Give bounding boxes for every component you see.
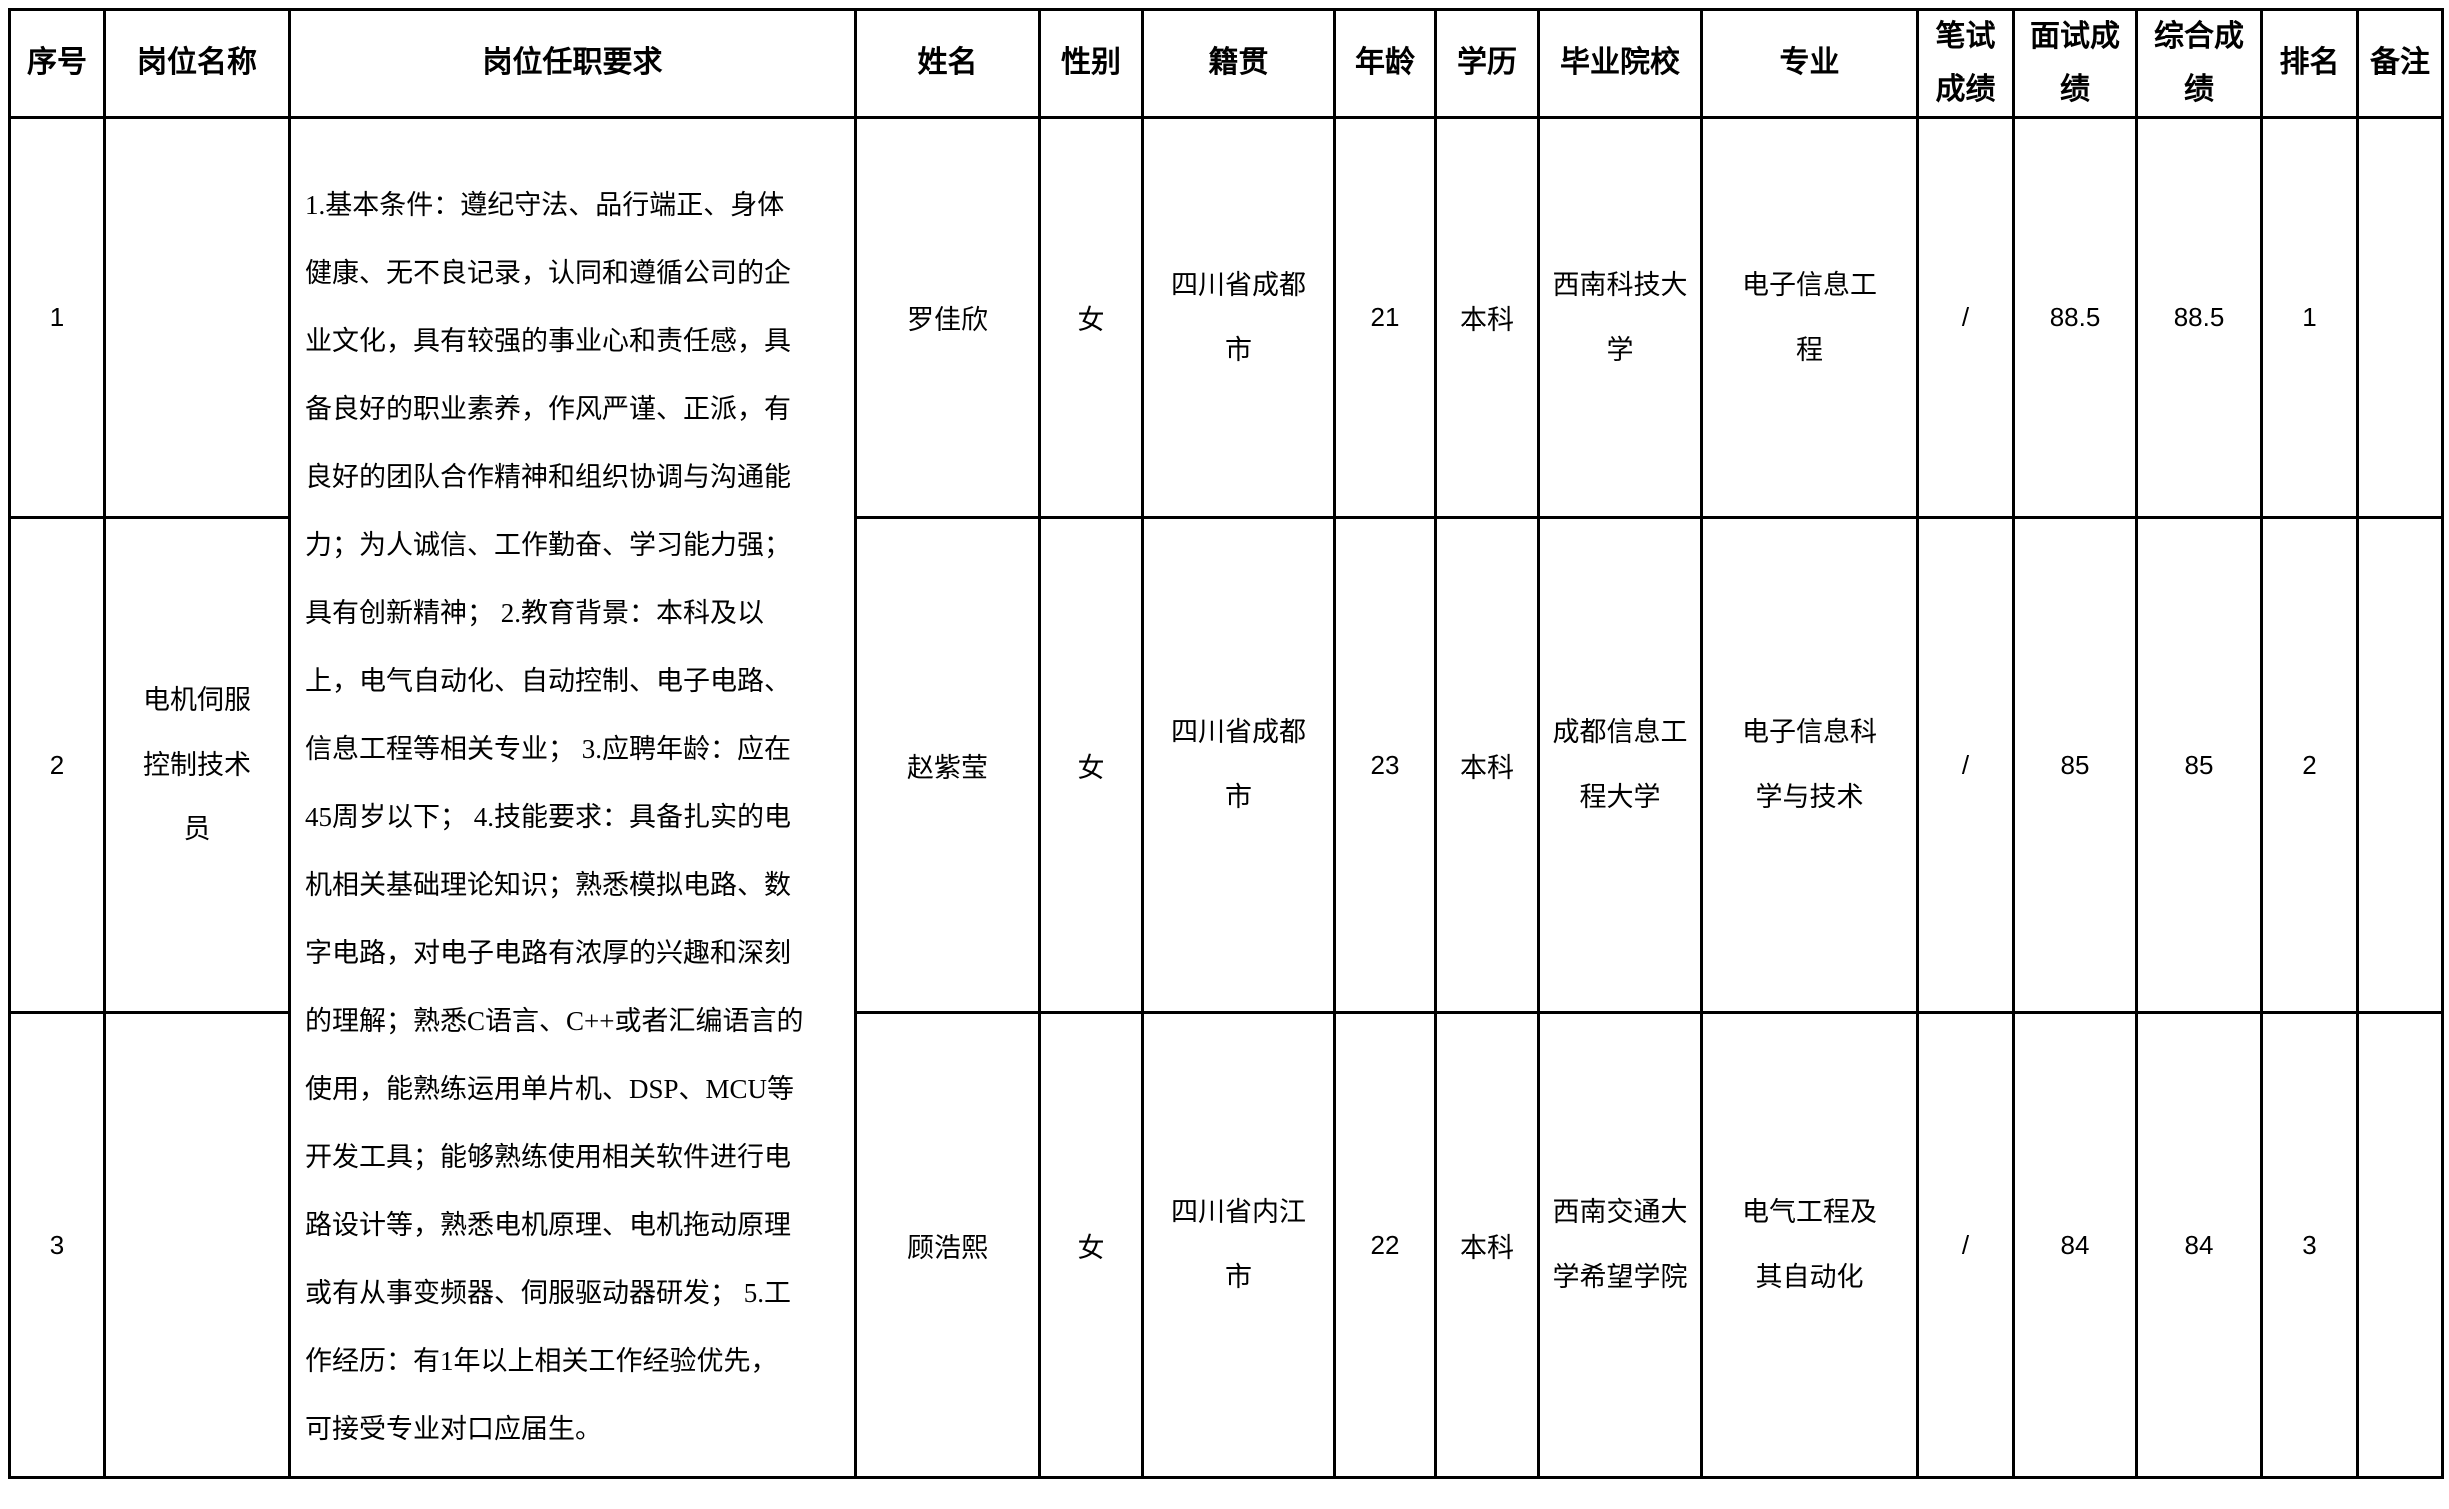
cell-age-1: 21 xyxy=(1333,116,1437,519)
cell-name-2: 赵紫莹 xyxy=(854,516,1041,1014)
header-origin: 籍贯 xyxy=(1141,8,1336,119)
cell-remark-2 xyxy=(2356,516,2444,1014)
requirement-line: 或有从事变频器、伺服驱动器研发； 5.工 xyxy=(305,1278,791,1308)
header-written-score: 笔试成绩 xyxy=(1916,8,2015,119)
cell-rank-1: 1 xyxy=(2260,116,2359,519)
header-requirements: 岗位任职要求 xyxy=(288,8,857,119)
cell-position-name: 电机伺服控制技术员 xyxy=(103,516,291,1014)
cell-overall-1: 88.5 xyxy=(2135,116,2263,519)
cell-serial-3: 3 xyxy=(8,1011,106,1479)
header-interview-score: 面试成绩 xyxy=(2012,8,2138,119)
cell-position-name-spacer-top xyxy=(103,116,291,519)
header-position-name: 岗位名称 xyxy=(103,8,291,119)
cell-written-1: / xyxy=(1916,116,2015,519)
candidates-table: 序号 岗位名称 岗位任职要求 姓名 性别 籍贯 年龄 学历 毕业院校 专业 笔试… xyxy=(8,8,2444,1479)
cell-name-3: 顾浩熙 xyxy=(854,1011,1041,1479)
table-row: 2 电机伺服控制技术员 赵紫莹 女 四川省成都市 23 本科 成都信息工程大学 … xyxy=(8,516,2444,1014)
requirement-line: 力；为人诚信、工作勤奋、学习能力强； xyxy=(305,530,791,560)
requirement-line: 作经历：有1年以上相关工作经验优先， xyxy=(305,1346,778,1376)
header-overall-score: 综合成绩 xyxy=(2135,8,2263,119)
cell-school-3: 西南交通大学希望学院 xyxy=(1537,1011,1703,1479)
requirement-line: 健康、无不良记录，认同和遵循公司的企 xyxy=(305,258,791,288)
header-major: 专业 xyxy=(1700,8,1919,119)
header-age: 年龄 xyxy=(1333,8,1437,119)
requirement-line: 字电路，对电子电路有浓厚的兴趣和深刻 xyxy=(305,938,791,968)
requirement-line: 45周岁以下； 4.技能要求：具备扎实的电 xyxy=(305,802,791,832)
header-remarks: 备注 xyxy=(2356,8,2444,119)
header-gender: 性别 xyxy=(1038,8,1144,119)
header-serial: 序号 xyxy=(8,8,106,119)
cell-education-1: 本科 xyxy=(1434,116,1540,519)
cell-origin-3: 四川省内江市 xyxy=(1141,1011,1336,1479)
requirement-line: 机相关基础理论知识；熟悉模拟电路、数 xyxy=(305,870,791,900)
cell-gender-1: 女 xyxy=(1038,116,1144,519)
cell-serial-1: 1 xyxy=(8,116,106,519)
cell-education-3: 本科 xyxy=(1434,1011,1540,1479)
cell-school-1: 西南科技大学 xyxy=(1537,116,1703,519)
table-row: 1 1.基本条件：遵纪守法、品行端正、身体 健康、无不良记录，认同和遵循公司的企… xyxy=(8,116,2444,1479)
cell-remark-3 xyxy=(2356,1011,2444,1479)
requirement-line: 良好的团队合作精神和组织协调与沟通能 xyxy=(305,462,791,492)
cell-serial-2: 2 xyxy=(8,516,106,1014)
cell-interview-3: 84 xyxy=(2012,1011,2138,1479)
cell-position-name-spacer-bottom xyxy=(103,1011,291,1479)
requirement-line: 具有创新精神； 2.教育背景：本科及以 xyxy=(305,598,764,628)
cell-education-2: 本科 xyxy=(1434,516,1540,1014)
cell-age-2: 23 xyxy=(1333,516,1437,1014)
cell-gender-2: 女 xyxy=(1038,516,1144,1014)
requirement-line: 的理解；熟悉C语言、C++或者汇编语言的 xyxy=(305,1006,804,1036)
cell-overall-3: 84 xyxy=(2135,1011,2263,1479)
cell-school-2: 成都信息工程大学 xyxy=(1537,516,1703,1014)
recruitment-result-table: 序号 岗位名称 岗位任职要求 姓名 性别 籍贯 年龄 学历 毕业院校 专业 笔试… xyxy=(8,8,2444,1479)
requirement-line: 路设计等，熟悉电机原理、电机拖动原理 xyxy=(305,1210,791,1240)
cell-origin-2: 四川省成都市 xyxy=(1141,516,1336,1014)
cell-remark-1 xyxy=(2356,116,2444,519)
cell-interview-1: 88.5 xyxy=(2012,116,2138,519)
cell-requirements: 1.基本条件：遵纪守法、品行端正、身体 健康、无不良记录，认同和遵循公司的企 业… xyxy=(288,116,857,1479)
cell-origin-1: 四川省成都市 xyxy=(1141,116,1336,519)
requirement-line: 上，电气自动化、自动控制、电子电路、 xyxy=(305,666,791,696)
header-education: 学历 xyxy=(1434,8,1540,119)
cell-age-3: 22 xyxy=(1333,1011,1437,1479)
requirement-line: 开发工具；能够熟练使用相关软件进行电 xyxy=(305,1142,791,1172)
requirement-line: 备良好的职业素养，作风严谨、正派，有 xyxy=(305,394,791,424)
cell-overall-2: 85 xyxy=(2135,516,2263,1014)
cell-rank-3: 3 xyxy=(2260,1011,2359,1479)
requirement-line: 业文化，具有较强的事业心和责任感，具 xyxy=(305,326,791,356)
table-row: 3 顾浩熙 女 四川省内江市 22 本科 西南交通大学希望学院 电气工程及其自动… xyxy=(8,1011,2444,1479)
cell-interview-2: 85 xyxy=(2012,516,2138,1014)
header-row: 序号 岗位名称 岗位任职要求 姓名 性别 籍贯 年龄 学历 毕业院校 专业 笔试… xyxy=(8,8,2444,119)
cell-written-2: / xyxy=(1916,516,2015,1014)
requirement-line: 可接受专业对口应届生。 xyxy=(305,1414,602,1444)
requirement-line: 1.基本条件：遵纪守法、品行端正、身体 xyxy=(305,190,785,220)
requirement-line: 信息工程等相关专业； 3.应聘年龄：应在 xyxy=(305,734,791,764)
cell-major-1: 电子信息工程 xyxy=(1700,116,1919,519)
header-name: 姓名 xyxy=(854,8,1041,119)
cell-major-2: 电子信息科学与技术 xyxy=(1700,516,1919,1014)
cell-rank-2: 2 xyxy=(2260,516,2359,1014)
cell-written-3: / xyxy=(1916,1011,2015,1479)
cell-major-3: 电气工程及其自动化 xyxy=(1700,1011,1919,1479)
cell-gender-3: 女 xyxy=(1038,1011,1144,1479)
requirement-line: 使用，能熟练运用单片机、DSP、MCU等 xyxy=(305,1074,795,1104)
header-school: 毕业院校 xyxy=(1537,8,1703,119)
cell-name-1: 罗佳欣 xyxy=(854,116,1041,519)
header-rank: 排名 xyxy=(2260,8,2359,119)
